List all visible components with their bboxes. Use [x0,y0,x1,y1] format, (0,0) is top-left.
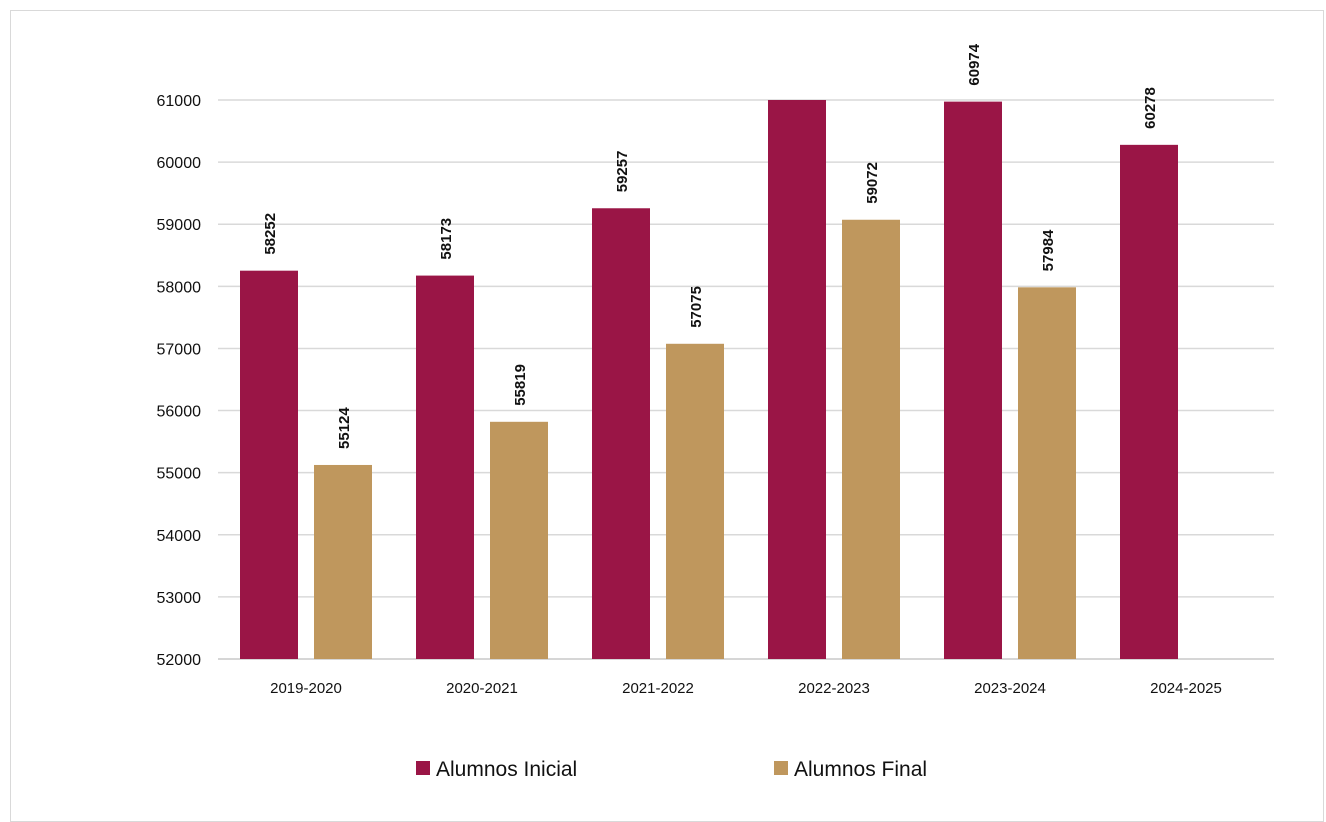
bar-inicial [768,100,826,659]
y-tick-label: 61000 [157,93,202,110]
data-label: 55819 [512,364,529,406]
legend: Alumnos Inicial Alumnos Final [416,758,927,781]
data-label: 60974 [966,43,983,85]
data-label: 60278 [1142,87,1159,129]
legend-label: Alumnos Inicial [436,758,577,781]
bar-inicial [416,275,474,659]
bar-inicial [592,208,650,659]
bars [240,100,1178,660]
y-tick-label: 57000 [157,341,202,358]
y-tick-label: 58000 [157,279,202,296]
bar-inicial [240,270,298,659]
y-axis-ticks: 52000 53000 54000 55000 56000 57000 58000 59000… [157,93,202,669]
gridlines [218,99,1274,660]
y-tick-label: 55000 [157,466,202,483]
data-labels: 58252 55124 58173 55819 59257 57075 59072 60974… [262,43,1159,449]
y-tick-label: 60000 [157,155,202,172]
bar-final [666,343,724,659]
y-tick-label: 52000 [157,652,202,669]
x-axis-ticks: 2019-2020 2020-2021 2021-2022 2022-2023 2023… [270,680,1222,697]
x-tick-label: 2023-2024 [974,680,1046,697]
data-label: 59257 [614,151,631,193]
bar-final [1018,287,1076,659]
data-label: 58252 [262,213,279,255]
bar-final [842,219,900,659]
x-tick-label: 2022-2023 [798,680,870,697]
x-tick-label: 2020-2021 [446,680,518,697]
y-tick-label: 53000 [157,590,202,607]
bar-inicial [1120,144,1178,659]
y-tick-label: 56000 [157,404,202,421]
legend-label: Alumnos Final [794,758,927,781]
bar-inicial [944,101,1002,660]
x-tick-label: 2024-2025 [1150,680,1222,697]
data-label: 55124 [336,407,353,449]
legend-swatch [416,761,430,775]
data-label: 57075 [688,286,705,328]
x-tick-label: 2019-2020 [270,680,342,697]
data-label: 59072 [864,162,881,204]
bar-final [314,464,372,659]
y-tick-label: 59000 [157,217,202,234]
data-label: 57984 [1040,229,1057,271]
bar-final [490,421,548,659]
data-label: 58173 [438,218,455,260]
x-tick-label: 2021-2022 [622,680,694,697]
y-tick-label: 54000 [157,528,202,545]
legend-swatch [774,761,788,775]
